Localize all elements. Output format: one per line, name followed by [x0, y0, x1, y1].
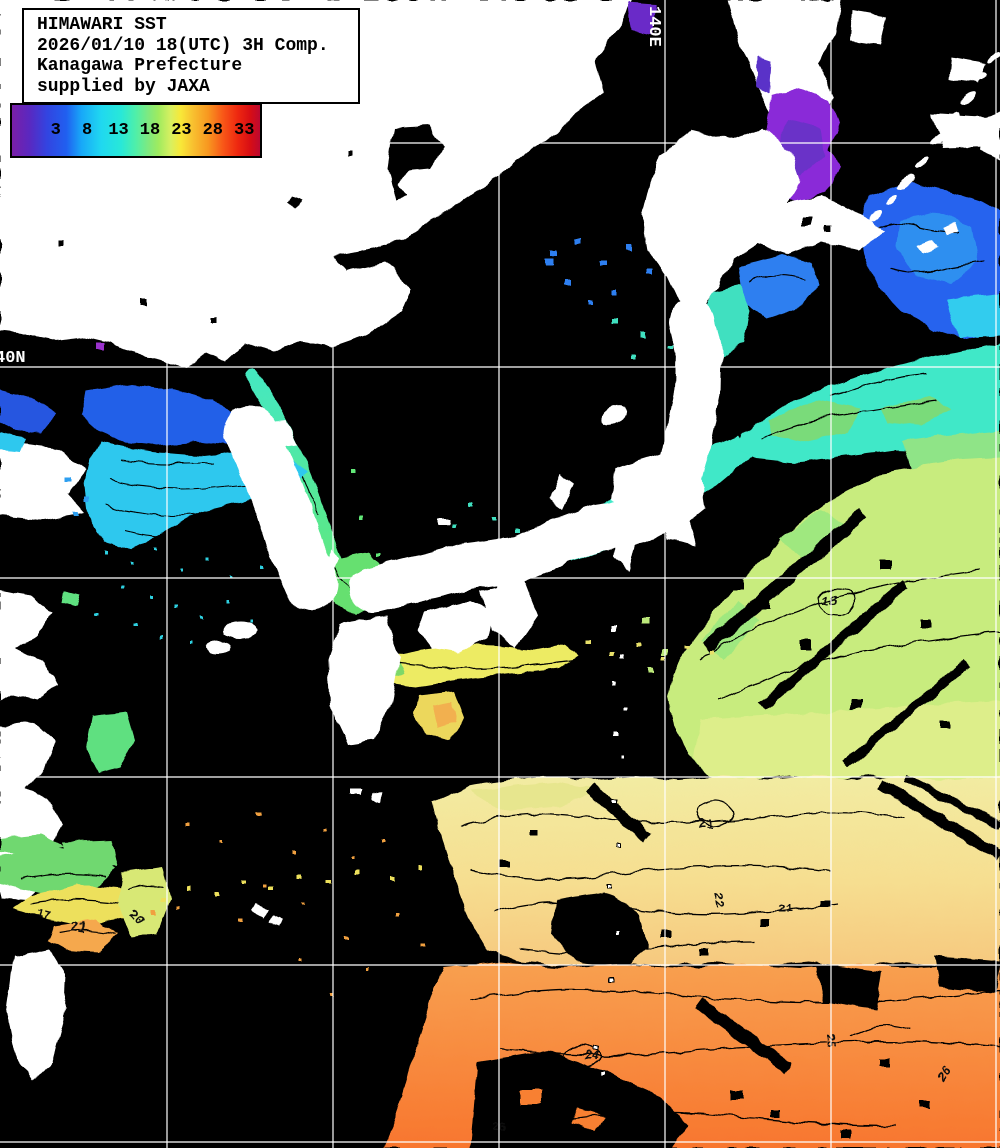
- title-line-product: HIMAWARI SST: [37, 15, 167, 35]
- title-line-credit: supplied by JAXA: [37, 76, 210, 97]
- colorbar-tick: 13: [108, 121, 129, 140]
- title-line-datetime: 2026/01/10 18(UTC) 3H Comp.: [37, 35, 329, 56]
- sst-green-ecs-blobs: [62, 592, 134, 774]
- contour-field: [699, 569, 1000, 701]
- contour-kuroshio: [394, 657, 581, 670]
- contour-label: 26: [492, 1119, 508, 1134]
- contour-orange: [469, 988, 1000, 1127]
- contour-blue-2: [749, 274, 806, 283]
- land-kuril-chain: [852, 52, 1000, 243]
- cloud-blob-topright-1: [850, 10, 886, 44]
- sst-blue-leftedge: [0, 390, 56, 434]
- sst-purple-speck: [96, 342, 105, 350]
- title-line-region: Kanagawa Prefecture: [37, 56, 243, 76]
- sst-violet-sliver: [756, 56, 772, 94]
- land-taiwan: [6, 948, 66, 1080]
- land-shikoku: [418, 601, 494, 652]
- contour-yellowsea: [104, 459, 301, 537]
- contour-label: 21: [778, 901, 794, 916]
- land-sado: [602, 406, 626, 426]
- cloud-streaks-in-cream: [586, 774, 1000, 861]
- contour-label: 21: [69, 919, 87, 936]
- sst-yellow-kuroshio: [372, 644, 578, 686]
- contour-blue: [874, 223, 986, 274]
- sst-green-dots-west: [642, 618, 667, 673]
- sst-yellow-taiwan-mid: [12, 884, 152, 926]
- sst-green-taiwan-nw: [0, 834, 118, 896]
- land-awaji: [498, 578, 514, 598]
- sst-colorbar: 3 8 13 18 23 28 33: [10, 103, 262, 158]
- sst-violet-topedge: [628, 2, 656, 34]
- graticule-labels: 140E 40N: [0, 6, 663, 368]
- land-jeju: [224, 621, 256, 639]
- sst-yellow-blob-ecs: [118, 866, 170, 938]
- sst-green-in-band: [768, 396, 952, 442]
- sst-yellowgreen-topleft: [470, 782, 600, 810]
- contour-ecs-blob: [127, 885, 165, 891]
- cloud-blob-in-orange: [470, 956, 1000, 1148]
- contour-label: 17: [35, 905, 54, 923]
- sst-orange-tinge: [432, 702, 456, 728]
- colorbar-tick: 18: [139, 121, 161, 140]
- sst-colorbar-ticks: 3 8 13 18 23 28 33: [12, 105, 260, 156]
- land-korea: [223, 405, 338, 611]
- colorbar-tick: 3: [50, 121, 61, 140]
- coast-jiangsu: [0, 590, 58, 700]
- land-korea-north: [228, 420, 298, 452]
- title-box: HIMAWARI SST 2026/01/10 18(UTC) 3H Comp.…: [22, 8, 360, 104]
- colorbar-tick: 8: [82, 121, 93, 140]
- sst-blue-yellowsea: [80, 384, 252, 446]
- sst-yellowgreen-bottom: [694, 700, 1000, 788]
- izu-island-specks: [591, 625, 630, 1077]
- land-hokkaido-specks: [802, 218, 831, 232]
- latitude-label: 40N: [0, 349, 26, 368]
- cloud-streaks-in-field: [701, 509, 969, 768]
- island-specks-on-cloud: [60, 12, 444, 323]
- colorbar-tick: 33: [234, 121, 255, 140]
- contour-cream: [459, 800, 906, 955]
- land-hokkaido: [642, 128, 884, 312]
- land-layer: [6, 52, 1000, 1080]
- contour-label: 18: [822, 593, 838, 608]
- land-honshu-bulges: [356, 452, 706, 648]
- sst-sky-specks: [66, 476, 89, 516]
- colorbar-tick: 28: [202, 121, 224, 140]
- cloud-streak-in-orange: [696, 998, 792, 1074]
- sst-orange-taiwan-core: [48, 920, 118, 952]
- sst-orange-islands: [520, 1090, 604, 1132]
- colorbar-tick: 23: [171, 121, 192, 140]
- contour-label: 24: [584, 1049, 600, 1064]
- sst-blue-hokkaido-south: [738, 254, 820, 318]
- sst-cyan-fringe: [946, 294, 1000, 338]
- longitude-label: 140E: [644, 6, 663, 47]
- land-kyushu: [328, 616, 400, 744]
- contour-label: 22: [710, 891, 728, 910]
- contour-taiwan-band: [19, 873, 126, 935]
- sst-cyan-leftedge: [0, 432, 26, 452]
- cloud-blob-eastchinasea: [205, 642, 231, 654]
- coast-shandong: [0, 440, 86, 520]
- contour-label: 21: [698, 817, 714, 832]
- islet-white-in-blue: [918, 223, 960, 254]
- cloud-blob-in-cream: [500, 830, 830, 968]
